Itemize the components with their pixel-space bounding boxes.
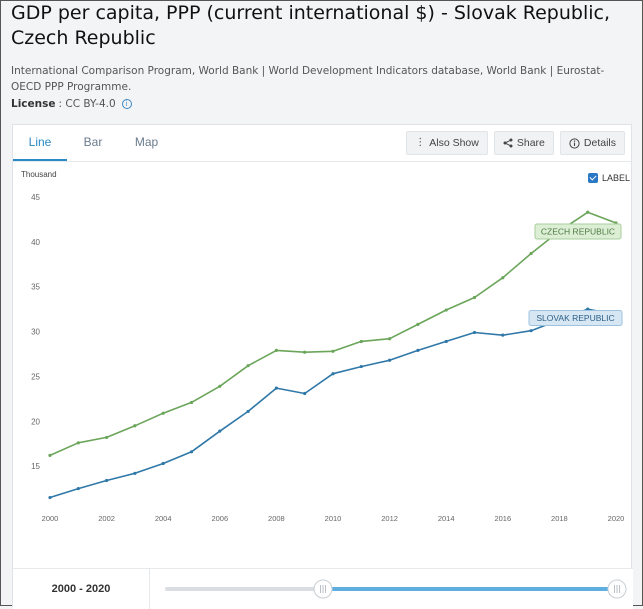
data-point[interactable] [331, 349, 335, 353]
data-point[interactable] [416, 348, 420, 353]
y-tick-label: 25 [31, 372, 40, 381]
range-start-handle[interactable] [313, 579, 333, 599]
data-point[interactable] [586, 307, 590, 311]
y-tick-label: 30 [31, 328, 40, 337]
license: License : CC BY-4.0 i [11, 98, 132, 110]
data-point[interactable] [76, 441, 80, 445]
y-axis-title: Thousand [21, 170, 57, 179]
y-tick-label: 35 [31, 283, 40, 292]
data-point[interactable] [472, 330, 477, 335]
data-point[interactable] [586, 210, 590, 214]
series-label-text: CZECH REPUBLIC [541, 227, 615, 237]
x-tick-label: 2010 [325, 514, 342, 523]
data-point[interactable] [133, 424, 137, 428]
share-label: Share [516, 137, 545, 149]
data-point[interactable] [303, 350, 307, 354]
share-button[interactable]: Share [493, 131, 554, 155]
x-tick-label: 2006 [211, 514, 228, 523]
data-point[interactable] [246, 364, 250, 368]
data-point[interactable] [189, 450, 194, 454]
y-tick-label: 20 [31, 417, 40, 426]
label-checkbox[interactable] [588, 173, 598, 183]
range-slider[interactable] [13, 569, 633, 609]
label-toggle-text: LABEL [602, 173, 631, 183]
x-tick-label: 2002 [98, 514, 115, 523]
x-tick-label: 2014 [438, 514, 455, 523]
license-value: : CC BY-4.0 [58, 98, 116, 110]
data-point[interactable] [218, 384, 222, 388]
also-show-label: Also Show [429, 137, 479, 149]
tab-divider [13, 161, 631, 162]
x-tick-label: 2012 [381, 514, 398, 523]
data-point[interactable] [388, 358, 392, 362]
data-point[interactable] [218, 429, 222, 433]
x-tick-label: 2004 [155, 514, 172, 523]
data-point[interactable] [105, 478, 109, 483]
data-point[interactable] [303, 391, 307, 396]
label-toggle[interactable]: LABEL [588, 173, 630, 183]
series-label-text: SLOVAK REPUBLIC [536, 313, 614, 323]
tab-bar[interactable]: Bar [83, 135, 103, 149]
x-tick-label: 2018 [551, 514, 568, 523]
share-icon [503, 138, 513, 148]
data-point[interactable] [444, 308, 448, 312]
x-tick-label: 2016 [494, 514, 511, 523]
data-point[interactable] [105, 435, 109, 440]
year-range-bar: 2000 - 2020 [13, 568, 633, 609]
data-point[interactable] [189, 400, 194, 405]
details-button[interactable]: Details [559, 131, 625, 155]
data-point[interactable] [501, 333, 505, 337]
data-point[interactable] [133, 471, 137, 475]
data-point[interactable] [76, 486, 80, 491]
data-point[interactable] [48, 495, 52, 500]
series-line-slovak-republic[interactable] [49, 308, 617, 499]
series-line-czech-republic[interactable] [49, 211, 617, 457]
info-icon[interactable]: i [121, 99, 132, 109]
view-tabs: Line Bar Map [13, 125, 174, 161]
data-point[interactable] [501, 276, 505, 280]
data-point[interactable] [416, 322, 420, 326]
info-circle-icon [569, 137, 580, 149]
data-point[interactable] [274, 386, 278, 390]
data-point[interactable] [444, 339, 448, 344]
series-label-slovak-republic: SLOVAK REPUBLIC [528, 310, 623, 327]
data-point[interactable] [246, 409, 250, 414]
tab-line[interactable]: Line [13, 125, 67, 161]
source-note: International Comparison Program, World … [11, 65, 605, 93]
x-tick-label: 2000 [42, 514, 59, 523]
also-show-button[interactable]: ⋮ Also Show [406, 131, 488, 155]
data-point[interactable] [529, 251, 533, 256]
data-point[interactable] [388, 337, 392, 341]
data-point[interactable] [48, 453, 52, 457]
data-point[interactable] [161, 461, 165, 466]
data-point[interactable] [472, 295, 477, 300]
chart-panel: Line Bar Map ⋮ Also Show Share Details L… [12, 124, 633, 609]
x-tick-label: 2008 [268, 514, 285, 523]
range-label: 2000 - 2020 [13, 569, 150, 609]
data-point[interactable] [359, 339, 363, 344]
data-point[interactable] [359, 364, 363, 369]
license-label: License [11, 98, 56, 110]
page-title: GDP per capita, PPP (current internation… [11, 2, 611, 49]
tab-map[interactable]: Map [134, 135, 159, 149]
details-label: Details [583, 137, 616, 149]
line-chart: Thousand 15 20 25 30 35 40 45 2000 2002 2004 2006… [21, 170, 625, 523]
x-tick-label: 2020 [608, 514, 625, 523]
y-tick-label: 15 [31, 462, 40, 471]
y-tick-label: 45 [31, 193, 40, 202]
chart-toolbar: ⋮ Also Show Share Details [406, 131, 631, 155]
data-point[interactable] [331, 372, 335, 376]
range-end-handle[interactable] [607, 579, 627, 599]
y-tick-label: 40 [31, 238, 40, 247]
data-point[interactable] [161, 411, 165, 415]
series-label-czech-republic: CZECH REPUBLIC [534, 223, 622, 240]
more-vertical-icon: ⋮ [415, 137, 426, 148]
data-point[interactable] [529, 329, 533, 333]
data-point[interactable] [274, 348, 278, 353]
